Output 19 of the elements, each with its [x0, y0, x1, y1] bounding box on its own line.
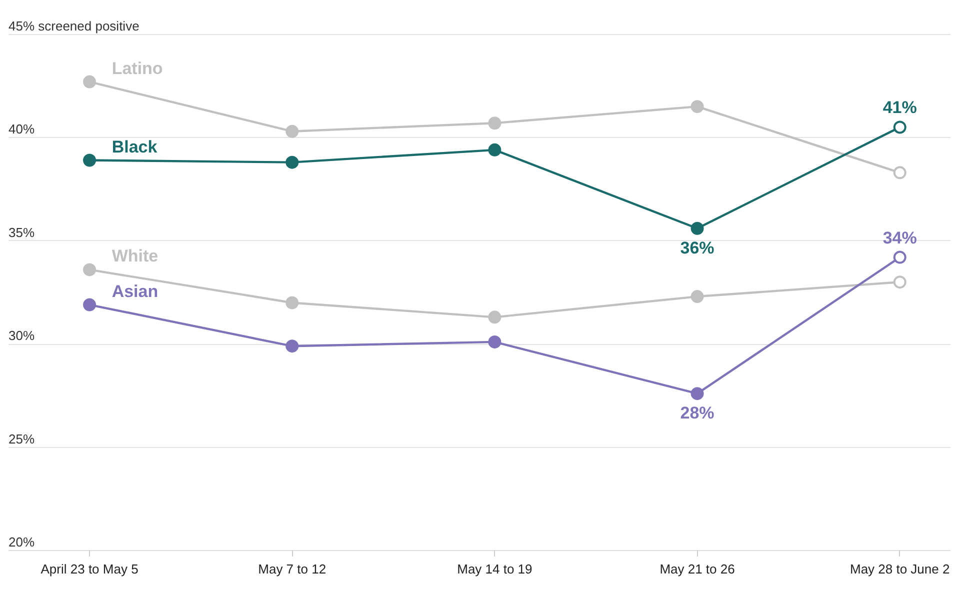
series-label: Latino — [112, 58, 163, 78]
y-tick-label: 40% — [8, 122, 35, 137]
series-label: Black — [112, 137, 158, 156]
y-tick-label: 35% — [8, 224, 35, 240]
x-tick-label: April 23 to May 5 — [40, 562, 138, 576]
y-tick-label: 45% screened positive — [8, 18, 140, 34]
x-tick-label: May 28 to June 2 — [850, 562, 950, 576]
data-label: 28% — [680, 404, 714, 423]
data-label: 36% — [680, 238, 714, 258]
y-tick-label: 20% — [8, 534, 35, 550]
x-tick-label: May 21 to 26 — [660, 562, 735, 576]
y-tick-label: 25% — [8, 431, 35, 446]
x-tick-label: May 14 to 19 — [457, 562, 532, 576]
data-label: 34% — [882, 228, 917, 248]
series-label: Asian — [112, 282, 158, 301]
series-label: White — [112, 246, 158, 266]
y-tick-label: 30% — [8, 328, 35, 344]
x-tick-label: May 7 to 12 — [258, 562, 326, 576]
data-label: 41% — [882, 98, 917, 118]
